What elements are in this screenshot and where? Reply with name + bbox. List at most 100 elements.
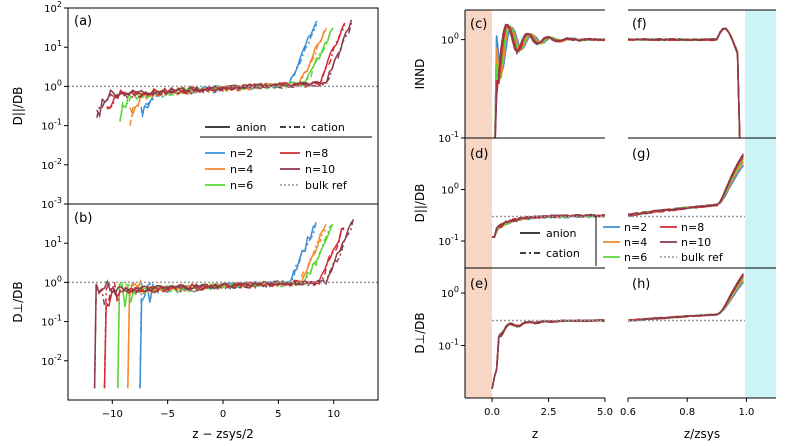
xlabel-z: z	[532, 427, 538, 441]
curve-a-n=10-anion	[96, 19, 353, 119]
curve-c-n10-cation	[494, 24, 605, 138]
legend-a: anion cation n=2 n=4 n=6 n=8 n=10 bulk r…	[200, 121, 372, 192]
curve-c-n2-cation	[494, 26, 605, 138]
curve-e-n8-cation	[491, 319, 605, 389]
wall-right-shade	[745, 10, 776, 398]
legend-d: anion cation n=2 n=4 n=6 n=8 n=10 bulk r…	[520, 216, 724, 266]
curve-a-n=6-cation	[119, 27, 334, 122]
panel-label-e: (e)	[470, 277, 488, 292]
ytick-label-a-4: 101	[44, 39, 62, 54]
legend-d-anion-label: anion	[546, 227, 576, 240]
wall-left-shade	[465, 10, 492, 398]
curve-b-n=8-cation	[103, 226, 345, 389]
xtick-label-h-1: 0.8	[679, 407, 695, 418]
curve-e-n4-cation	[491, 319, 605, 389]
curve-e-n6-cation	[491, 319, 605, 389]
curve-h-n10-cation	[628, 273, 745, 322]
ytick-label-b-1: 10-1	[41, 314, 62, 329]
curve-a-n=2-anion	[140, 20, 318, 115]
ytick-label-a-2: 10-1	[41, 118, 62, 133]
legend-d-ref-label: bulk ref	[681, 251, 724, 264]
xtick-label-b-1: −5	[160, 409, 175, 420]
curve-e-n2-cation	[491, 319, 605, 389]
ytick-label-d-1: 100	[441, 182, 459, 197]
curve-b-n=6-anion	[117, 223, 334, 389]
ytick-exp-b-0: -2	[54, 353, 62, 362]
curve-e-n2-anion	[491, 319, 605, 389]
panel-label-h: (h)	[632, 277, 650, 292]
xtick-label-e-0: 0.0	[484, 407, 500, 418]
ytick-label-b-3: 101	[44, 235, 62, 250]
curve-c-n4-cation	[494, 25, 605, 138]
panel-b-frame	[67, 203, 379, 401]
xtick-label-b-0: −10	[102, 409, 123, 420]
curve-c-n6-cation	[494, 24, 605, 138]
curve-b-n=4-cation	[127, 229, 327, 389]
xtick-label-e-2: 5.0	[597, 407, 613, 418]
ytick-label-e-1: 100	[441, 285, 459, 300]
ytick-exp-e-1: 0	[454, 285, 459, 294]
ytick-label-e-0: 10-1	[438, 338, 459, 353]
ytick-exp-b-2: 0	[57, 274, 62, 283]
curve-b-n=2-anion	[139, 224, 317, 389]
curve-f-n10-cation	[628, 27, 741, 138]
ytick-exp-a-5: 2	[57, 0, 62, 9]
ytick-exp-a-3: 0	[57, 78, 62, 87]
ytick-label-b-2: 100	[44, 274, 62, 289]
ytick-exp-d-0: -1	[451, 233, 459, 242]
ytick-exp-a-4: 1	[57, 39, 62, 48]
legend-d-n2-label: n=2	[624, 221, 647, 234]
ytick-exp-a-1: -2	[54, 157, 62, 166]
ytick-exp-a-0: -3	[54, 196, 62, 205]
ytick-exp-c-1: 0	[454, 32, 459, 41]
ylabel-e: D⊥/DB	[413, 312, 427, 353]
ylabel-c: INND	[413, 59, 427, 90]
xtick-label-e-1: 2.5	[541, 407, 557, 418]
xlabel-left: z − zsys/2	[192, 427, 254, 441]
curve-a-n=4-anion	[129, 28, 327, 117]
ytick-label-c-0: 10-1	[438, 130, 459, 145]
legend-d-n4-label: n=4	[624, 236, 647, 249]
legend-d-n10-label: n=10	[681, 236, 711, 249]
curve-b-n=10-cation	[93, 217, 355, 389]
legend-n6-label: n=6	[230, 179, 253, 192]
curve-d-n10-cation	[492, 213, 605, 238]
ytick-label-b-0: 10-2	[41, 353, 62, 368]
legend-n2-label: n=2	[230, 147, 253, 160]
ytick-label-c-1: 100	[441, 32, 459, 47]
xtick-label-b-3: 5	[275, 409, 281, 420]
xlabel-zfrac: z/zsys	[684, 427, 720, 441]
ytick-label-d-0: 10-1	[438, 233, 459, 248]
ytick-label-a-1: 10-2	[41, 157, 62, 172]
panel-label-d: (d)	[470, 147, 488, 162]
curve-g-n6-cation	[628, 158, 745, 216]
legend-anion-label: anion	[236, 121, 266, 134]
ytick-label-a-0: 10-3	[41, 196, 62, 211]
curve-c-n4-anion	[494, 25, 605, 138]
legend-d-n8-label: n=8	[681, 221, 704, 234]
ytick-label-a-5: 102	[44, 0, 62, 15]
curve-c-n2-anion	[494, 26, 605, 138]
panel-label-g: (g)	[632, 147, 650, 162]
curve-e-n10-anion	[491, 319, 605, 389]
curve-e-n4-anion	[491, 319, 605, 389]
panel-label-a: (a)	[74, 14, 92, 29]
legend-n4-label: n=4	[230, 163, 253, 176]
legend-d-cation-label: cation	[546, 247, 580, 260]
legend-d-n6-label: n=6	[624, 251, 647, 264]
curve-a-n=6-anion	[119, 27, 334, 121]
xtick-label-h-2: 1.0	[738, 407, 754, 418]
curve-b-n=6-cation	[117, 224, 333, 389]
curve-e-n8-anion	[491, 319, 605, 389]
ytick-exp-b-3: 1	[57, 235, 62, 244]
xtick-label-h-0: 0.6	[620, 407, 636, 418]
legend-n8-label: n=8	[305, 147, 328, 160]
curve-b-n=2-cation	[139, 221, 317, 389]
ylabel-a: D||/DB	[11, 87, 25, 126]
ytick-exp-b-1: -1	[54, 314, 62, 323]
panel-label-f: (f)	[632, 17, 647, 32]
panel-label-b: (b)	[74, 211, 92, 226]
curve-c-n8-cation	[494, 23, 605, 138]
ytick-exp-c-0: -1	[451, 130, 459, 139]
curve-e-n10-cation	[491, 319, 605, 389]
